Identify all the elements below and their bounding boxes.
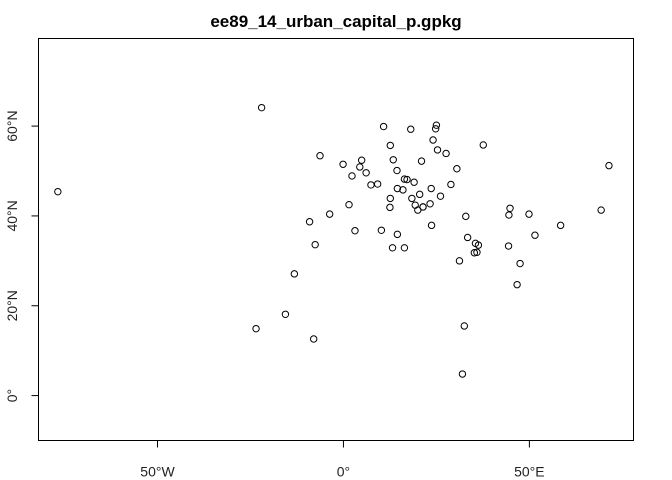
data-point bbox=[345, 200, 353, 209]
data-point bbox=[348, 172, 356, 180]
x-tick-label: 50°W bbox=[140, 464, 175, 480]
data-point bbox=[431, 125, 440, 133]
plot-frame bbox=[38, 38, 634, 441]
chart-title: ee89_14_urban_capital_p.gpkg bbox=[210, 12, 461, 31]
data-point bbox=[426, 200, 434, 208]
data-point bbox=[433, 146, 442, 154]
data-point bbox=[339, 160, 347, 168]
data-point bbox=[362, 169, 370, 177]
data-point bbox=[447, 180, 455, 189]
data-point bbox=[379, 122, 388, 131]
x-tick-label: 0° bbox=[337, 464, 350, 480]
data-point bbox=[427, 221, 436, 230]
data-point bbox=[463, 233, 472, 242]
data-points bbox=[54, 103, 613, 378]
data-point bbox=[455, 257, 464, 265]
data-point bbox=[393, 230, 402, 239]
data-point bbox=[386, 203, 394, 212]
data-point bbox=[399, 186, 407, 194]
data-point bbox=[252, 324, 260, 333]
data-point bbox=[389, 156, 397, 164]
data-point bbox=[311, 240, 319, 249]
data-point bbox=[400, 175, 409, 183]
data-point bbox=[556, 221, 565, 230]
data-point bbox=[417, 157, 426, 165]
data-point bbox=[473, 248, 481, 257]
data-point bbox=[309, 335, 318, 343]
data-point bbox=[504, 242, 513, 250]
data-point bbox=[305, 218, 314, 226]
data-point bbox=[429, 136, 437, 144]
data-point bbox=[316, 152, 324, 160]
data-point bbox=[458, 370, 467, 378]
data-point bbox=[257, 103, 266, 112]
data-point bbox=[386, 141, 394, 150]
y-tick-label: 60°N bbox=[4, 110, 20, 141]
data-point bbox=[436, 192, 445, 200]
data-point bbox=[442, 149, 450, 158]
data-point bbox=[388, 244, 397, 252]
data-point bbox=[414, 206, 422, 214]
data-point bbox=[386, 194, 394, 203]
data-point bbox=[470, 249, 479, 257]
data-point bbox=[531, 231, 539, 239]
data-point bbox=[54, 187, 62, 196]
data-point bbox=[432, 121, 441, 129]
data-point bbox=[400, 244, 409, 252]
data-point bbox=[373, 180, 382, 188]
data-point bbox=[290, 270, 299, 278]
data-point bbox=[403, 175, 411, 184]
data-point bbox=[356, 163, 364, 171]
data-point bbox=[351, 227, 359, 235]
data-point bbox=[513, 280, 521, 289]
y-tick-label: 0° bbox=[4, 389, 20, 402]
data-point bbox=[393, 166, 401, 175]
data-point bbox=[516, 259, 524, 268]
data-point bbox=[357, 156, 366, 164]
data-point bbox=[605, 161, 613, 170]
data-point bbox=[281, 310, 290, 318]
data-point bbox=[415, 190, 424, 199]
data-point bbox=[367, 181, 375, 189]
x-tick-label: 50°E bbox=[514, 464, 545, 480]
y-axis: 0° 20°N 40°N 60°N bbox=[4, 110, 39, 402]
data-point bbox=[462, 212, 470, 221]
data-point bbox=[479, 141, 487, 149]
y-tick-label: 40°N bbox=[4, 200, 20, 231]
data-point bbox=[325, 210, 334, 218]
data-point bbox=[377, 226, 386, 234]
data-point bbox=[597, 206, 605, 214]
data-point bbox=[408, 194, 416, 203]
data-point bbox=[393, 184, 402, 193]
data-point bbox=[410, 178, 418, 186]
data-point bbox=[453, 165, 461, 173]
data-point bbox=[474, 241, 483, 249]
data-point bbox=[427, 184, 435, 193]
data-point bbox=[506, 204, 514, 212]
data-point bbox=[525, 210, 533, 218]
data-point bbox=[505, 211, 513, 219]
data-point bbox=[460, 322, 468, 330]
x-axis: 50°W 0° 50°E bbox=[140, 440, 545, 480]
y-tick-label: 20°N bbox=[4, 290, 20, 321]
data-point bbox=[419, 203, 427, 211]
data-point bbox=[407, 125, 415, 133]
